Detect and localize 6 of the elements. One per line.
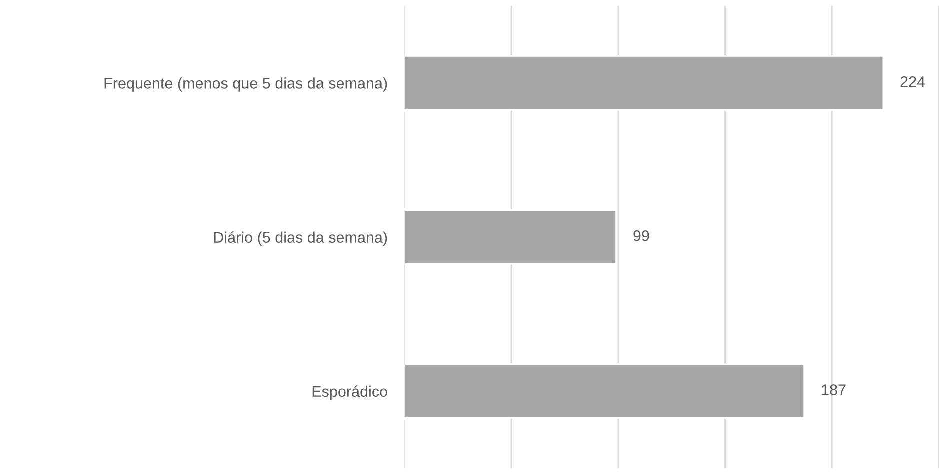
data-label: 99 — [634, 230, 650, 242]
y-tick-label: Diário (5 dias da semana) — [214, 232, 388, 246]
y-tick-label: Esporádico — [312, 386, 388, 400]
data-label: 224 — [900, 76, 926, 88]
y-tick-label: Frequente (menos que 5 dias da semana) — [104, 78, 388, 92]
data-label: 187 — [822, 384, 846, 396]
